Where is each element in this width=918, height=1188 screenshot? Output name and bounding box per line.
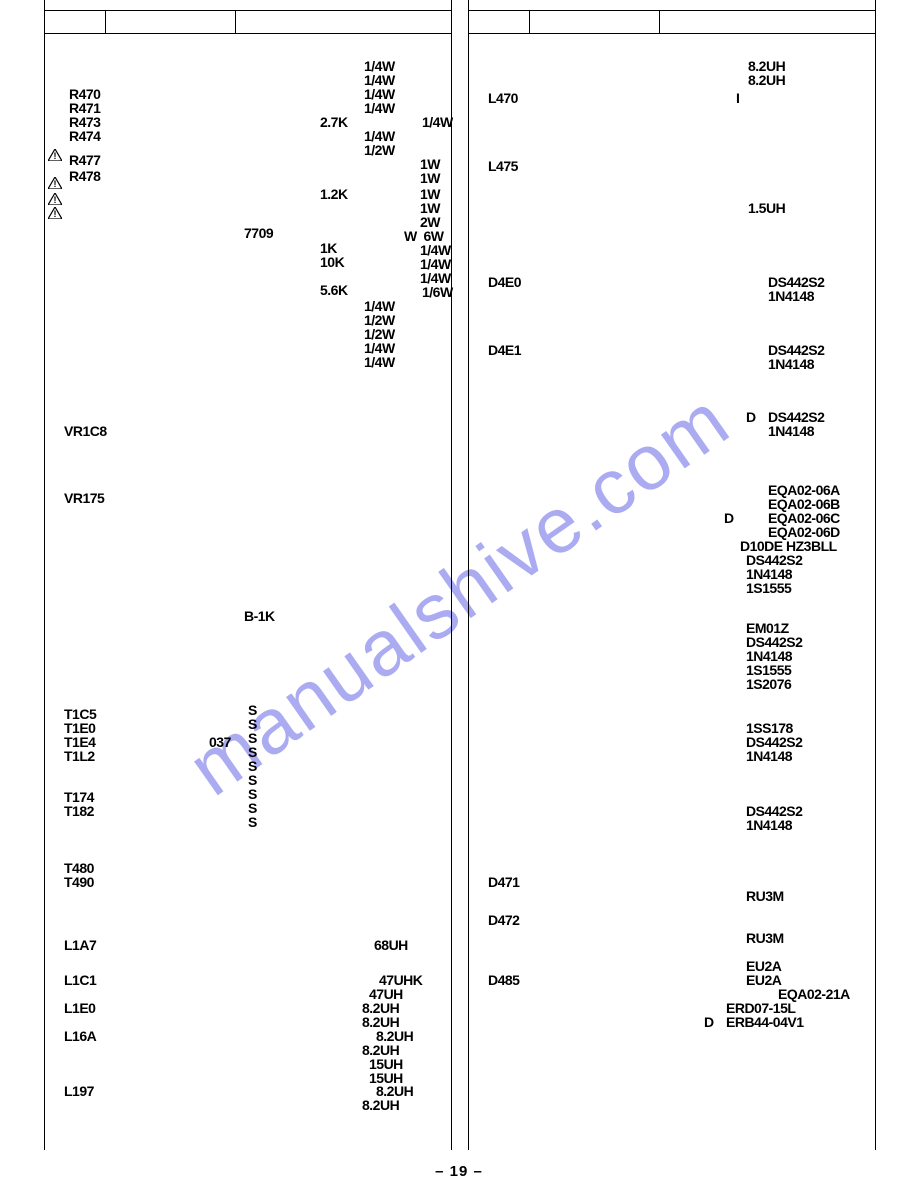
page-root: manualshive.com ! ! ! ! R470R471R473R474… bbox=[0, 0, 918, 1188]
parts-list-cell: S bbox=[248, 814, 257, 830]
parts-list-cell: 1.5UH bbox=[748, 200, 785, 216]
parts-list-cell: R477 bbox=[69, 152, 100, 168]
warning-triangle-icon: ! bbox=[48, 192, 62, 204]
parts-list-cell: B-1K bbox=[244, 608, 275, 624]
parts-list-cell: VR1C8 bbox=[64, 423, 107, 439]
parts-list-cell: L1C1 bbox=[64, 972, 96, 988]
left-header-row bbox=[45, 10, 451, 34]
parts-list-cell: RU3M bbox=[746, 930, 784, 946]
parts-list-cell: T1L2 bbox=[64, 748, 95, 764]
parts-list-cell: 5.6K bbox=[320, 282, 348, 298]
svg-text:!: ! bbox=[54, 195, 57, 205]
right-header-row bbox=[469, 10, 875, 34]
parts-list-cell: D471 bbox=[488, 874, 519, 890]
parts-list-cell: 1N4148 bbox=[768, 423, 814, 439]
right-column bbox=[468, 0, 876, 1150]
parts-list-cell: 1.2K bbox=[320, 186, 348, 202]
parts-list-cell: I bbox=[736, 90, 739, 106]
parts-list-cell: L1E0 bbox=[64, 1000, 95, 1016]
page-number: – 19 – bbox=[0, 1163, 918, 1180]
parts-list-cell: 1/2W bbox=[364, 142, 395, 158]
parts-list-cell: 1/4W bbox=[364, 354, 395, 370]
parts-list-cell: 1/6W bbox=[422, 284, 453, 300]
parts-list-cell: EU2A bbox=[746, 972, 781, 988]
parts-list-cell: VR175 bbox=[64, 490, 104, 506]
parts-list-cell: 1W bbox=[420, 170, 440, 186]
parts-list-cell: L1A7 bbox=[64, 937, 96, 953]
svg-text:!: ! bbox=[54, 151, 57, 161]
parts-list-cell: D485 bbox=[488, 972, 519, 988]
parts-list-cell: RU3M bbox=[746, 888, 784, 904]
parts-list-cell: D bbox=[746, 409, 756, 425]
parts-list-cell: L16A bbox=[64, 1028, 96, 1044]
parts-list-cell: 1N4148 bbox=[768, 356, 814, 372]
parts-list-cell: T182 bbox=[64, 803, 94, 819]
parts-list-cell: T490 bbox=[64, 874, 94, 890]
parts-list-cell: 7709 bbox=[244, 225, 273, 241]
parts-list-cell: D bbox=[724, 510, 734, 526]
svg-text:!: ! bbox=[54, 179, 57, 189]
parts-list-cell: D4E1 bbox=[488, 342, 521, 358]
warning-triangle-icon: ! bbox=[48, 206, 62, 218]
parts-list-cell: 8.2UH bbox=[748, 72, 785, 88]
parts-list-cell: D bbox=[704, 1014, 714, 1030]
parts-list-cell: R474 bbox=[69, 128, 100, 144]
parts-list-cell: 8.2UH bbox=[362, 1097, 399, 1113]
parts-list-cell: 2.7K bbox=[320, 114, 348, 130]
parts-list-cell: 1N4148 bbox=[746, 817, 792, 833]
left-header-div-1 bbox=[105, 11, 106, 33]
parts-list-cell: 1N4148 bbox=[768, 288, 814, 304]
parts-list-cell: D4E0 bbox=[488, 274, 521, 290]
svg-text:!: ! bbox=[54, 209, 57, 219]
parts-list-cell: 1/4W bbox=[364, 100, 395, 116]
parts-list-cell: L197 bbox=[64, 1083, 94, 1099]
parts-list-cell: L470 bbox=[488, 90, 518, 106]
warning-triangle-icon: ! bbox=[48, 148, 62, 160]
parts-list-cell: 10K bbox=[320, 254, 344, 270]
parts-list-cell: R478 bbox=[69, 168, 100, 184]
parts-list-cell: 1/4W bbox=[422, 114, 453, 130]
parts-list-cell: ERB44-04V1 bbox=[726, 1014, 804, 1030]
left-header-div-2 bbox=[235, 11, 236, 33]
parts-list-cell: 1N4148 bbox=[746, 748, 792, 764]
parts-list-cell: D472 bbox=[488, 912, 519, 928]
parts-list-cell: 68UH bbox=[374, 937, 408, 953]
parts-list-cell: 037 bbox=[209, 734, 231, 750]
parts-list-cell: 1S2076 bbox=[746, 676, 791, 692]
warning-triangle-icon: ! bbox=[48, 176, 62, 188]
parts-list-cell: 1S1555 bbox=[746, 580, 791, 596]
right-header-div-2 bbox=[659, 11, 660, 33]
right-header-div-1 bbox=[529, 11, 530, 33]
parts-list-cell: L475 bbox=[488, 158, 518, 174]
